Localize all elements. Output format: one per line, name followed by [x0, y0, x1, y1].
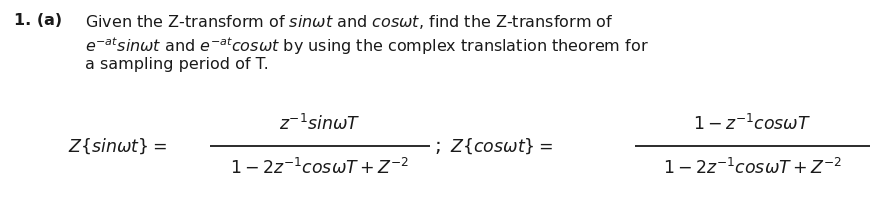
- Text: $Z\{cos\omega t\} =$: $Z\{cos\omega t\} =$: [450, 136, 553, 156]
- Text: $1 - 2z^{-1}cos\omega T + Z^{-2}$: $1 - 2z^{-1}cos\omega T + Z^{-2}$: [662, 158, 842, 178]
- Text: ;: ;: [434, 137, 440, 156]
- Text: $Z\{sin\omega t\} =$: $Z\{sin\omega t\} =$: [68, 136, 167, 156]
- Text: $e^{-at}\mathit{sin\omega t}$ and $e^{-at}\mathit{cos\omega t}$ by using the com: $e^{-at}\mathit{sin\omega t}$ and $e^{-a…: [85, 35, 649, 57]
- Text: $1 - z^{-1}cos\omega T$: $1 - z^{-1}cos\omega T$: [694, 114, 812, 134]
- Text: a sampling period of T.: a sampling period of T.: [85, 57, 269, 72]
- Text: Given the Z-transform of $\mathit{sin\omega t}$ and $\mathit{cos\omega t}$, find: Given the Z-transform of $\mathit{sin\om…: [85, 13, 614, 31]
- Text: $1 - 2z^{-1}cos\omega T + Z^{-2}$: $1 - 2z^{-1}cos\omega T + Z^{-2}$: [230, 158, 409, 178]
- Text: $z^{-1}sin\omega T$: $z^{-1}sin\omega T$: [279, 114, 361, 134]
- Text: 1. (a): 1. (a): [14, 13, 62, 28]
